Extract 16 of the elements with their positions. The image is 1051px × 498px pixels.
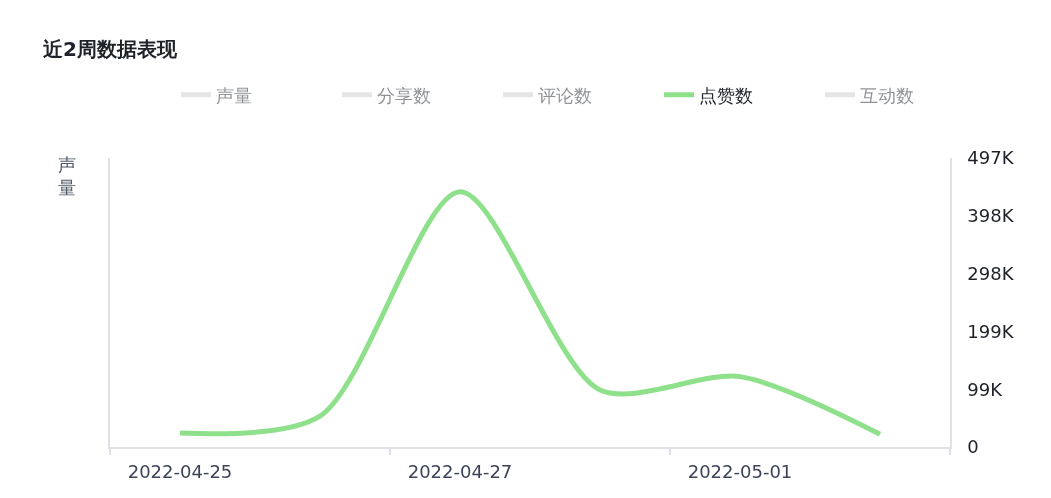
y2-tick-label: 398K bbox=[967, 205, 1015, 227]
y-axis-title: 声量 bbox=[58, 154, 76, 199]
legend-label: 声量 bbox=[216, 84, 252, 106]
x-tick-label: 2022-04-25 bbox=[127, 461, 233, 483]
x-tick-label: 2022-04-27 bbox=[407, 461, 513, 483]
y2-tick-label: 497K bbox=[967, 147, 1015, 169]
legend-label: 评论数 bbox=[538, 84, 592, 106]
y2-tick-label: 298K bbox=[967, 262, 1015, 284]
x-tick-label: 2022-05-01 bbox=[687, 461, 793, 483]
y2-tick-label: 199K bbox=[967, 320, 1015, 342]
legend-label: 点赞数 bbox=[699, 84, 753, 106]
legend-label: 互动数 bbox=[860, 84, 914, 106]
y2-tick-label: 0 bbox=[967, 436, 979, 458]
chart-title: 近2周数据表现 bbox=[42, 37, 178, 61]
legend-label: 分享数 bbox=[377, 84, 431, 106]
y2-tick-label: 99K bbox=[967, 378, 1004, 400]
